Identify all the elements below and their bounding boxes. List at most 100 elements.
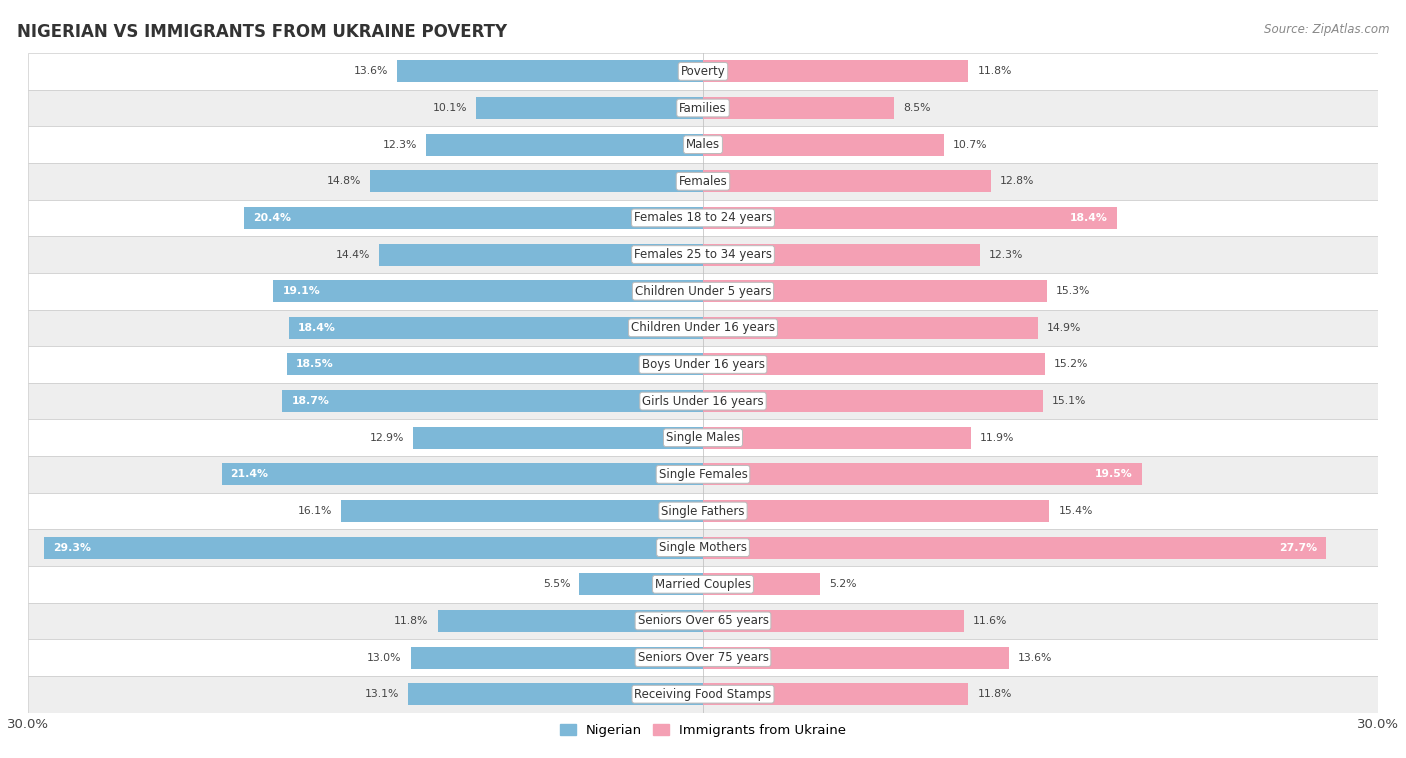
Text: Males: Males [686, 138, 720, 151]
Text: 12.3%: 12.3% [382, 139, 418, 149]
Bar [222, 463, 703, 485]
Text: 18.7%: 18.7% [291, 396, 329, 406]
Bar [28, 566, 1378, 603]
Text: 15.1%: 15.1% [1052, 396, 1085, 406]
Bar [703, 353, 1045, 375]
Text: 5.5%: 5.5% [543, 579, 571, 589]
Text: Females 18 to 24 years: Females 18 to 24 years [634, 211, 772, 224]
Text: 29.3%: 29.3% [53, 543, 91, 553]
Bar [703, 243, 980, 265]
Bar [245, 207, 703, 229]
Bar [287, 353, 703, 375]
Text: Families: Families [679, 102, 727, 114]
Bar [44, 537, 703, 559]
Text: 11.8%: 11.8% [977, 689, 1012, 699]
Bar [703, 171, 991, 193]
Text: 13.0%: 13.0% [367, 653, 402, 662]
Bar [28, 53, 1378, 89]
Text: 18.5%: 18.5% [295, 359, 333, 369]
Text: 19.5%: 19.5% [1095, 469, 1133, 479]
Text: 11.8%: 11.8% [977, 67, 1012, 77]
Bar [703, 61, 969, 83]
Bar [579, 573, 703, 595]
Bar [28, 493, 1378, 529]
Bar [411, 647, 703, 669]
Text: 27.7%: 27.7% [1279, 543, 1317, 553]
Bar [28, 639, 1378, 676]
Bar [28, 456, 1378, 493]
Bar [28, 529, 1378, 566]
Bar [703, 317, 1038, 339]
Text: 18.4%: 18.4% [298, 323, 336, 333]
Bar [28, 127, 1378, 163]
Text: 19.1%: 19.1% [283, 287, 321, 296]
Text: 12.8%: 12.8% [1000, 177, 1035, 186]
Text: 13.6%: 13.6% [354, 67, 388, 77]
Text: 15.3%: 15.3% [1056, 287, 1091, 296]
Text: 14.8%: 14.8% [326, 177, 361, 186]
Bar [28, 603, 1378, 639]
Text: 5.2%: 5.2% [830, 579, 856, 589]
Bar [703, 427, 970, 449]
Text: Source: ZipAtlas.com: Source: ZipAtlas.com [1264, 23, 1389, 36]
Text: 15.4%: 15.4% [1059, 506, 1092, 516]
Bar [703, 573, 820, 595]
Bar [703, 133, 943, 155]
Bar [396, 61, 703, 83]
Text: 11.9%: 11.9% [980, 433, 1014, 443]
Text: 18.4%: 18.4% [1070, 213, 1108, 223]
Text: Children Under 5 years: Children Under 5 years [634, 285, 772, 298]
Bar [703, 610, 965, 632]
Text: 16.1%: 16.1% [298, 506, 332, 516]
Bar [28, 199, 1378, 236]
Text: Married Couples: Married Couples [655, 578, 751, 590]
Bar [340, 500, 703, 522]
Text: Seniors Over 75 years: Seniors Over 75 years [637, 651, 769, 664]
Bar [703, 207, 1116, 229]
Bar [290, 317, 703, 339]
Text: NIGERIAN VS IMMIGRANTS FROM UKRAINE POVERTY: NIGERIAN VS IMMIGRANTS FROM UKRAINE POVE… [17, 23, 508, 41]
Bar [703, 537, 1326, 559]
Text: Children Under 16 years: Children Under 16 years [631, 321, 775, 334]
Text: 14.9%: 14.9% [1047, 323, 1081, 333]
Bar [703, 647, 1010, 669]
Text: Single Males: Single Males [666, 431, 740, 444]
Bar [28, 309, 1378, 346]
Text: 11.6%: 11.6% [973, 616, 1007, 626]
Bar [283, 390, 703, 412]
Text: 13.6%: 13.6% [1018, 653, 1052, 662]
Text: 11.8%: 11.8% [394, 616, 429, 626]
Bar [28, 676, 1378, 713]
Text: 20.4%: 20.4% [253, 213, 291, 223]
Bar [426, 133, 703, 155]
Bar [28, 419, 1378, 456]
Bar [437, 610, 703, 632]
Text: 15.2%: 15.2% [1054, 359, 1088, 369]
Text: Boys Under 16 years: Boys Under 16 years [641, 358, 765, 371]
Bar [28, 236, 1378, 273]
Bar [28, 89, 1378, 127]
Bar [273, 280, 703, 302]
Legend: Nigerian, Immigrants from Ukraine: Nigerian, Immigrants from Ukraine [554, 719, 852, 742]
Bar [28, 346, 1378, 383]
Bar [703, 390, 1043, 412]
Bar [703, 280, 1047, 302]
Bar [28, 163, 1378, 199]
Bar [28, 273, 1378, 309]
Text: Seniors Over 65 years: Seniors Over 65 years [637, 615, 769, 628]
Text: Females 25 to 34 years: Females 25 to 34 years [634, 248, 772, 261]
Bar [28, 383, 1378, 419]
Bar [703, 683, 969, 705]
Bar [413, 427, 703, 449]
Text: Single Mothers: Single Mothers [659, 541, 747, 554]
Text: Single Females: Single Females [658, 468, 748, 481]
Text: 10.1%: 10.1% [432, 103, 467, 113]
Bar [475, 97, 703, 119]
Text: 10.7%: 10.7% [953, 139, 987, 149]
Text: Receiving Food Stamps: Receiving Food Stamps [634, 688, 772, 700]
Bar [703, 500, 1049, 522]
Text: Females: Females [679, 175, 727, 188]
Bar [703, 463, 1142, 485]
Text: Poverty: Poverty [681, 65, 725, 78]
Text: 14.4%: 14.4% [336, 249, 370, 259]
